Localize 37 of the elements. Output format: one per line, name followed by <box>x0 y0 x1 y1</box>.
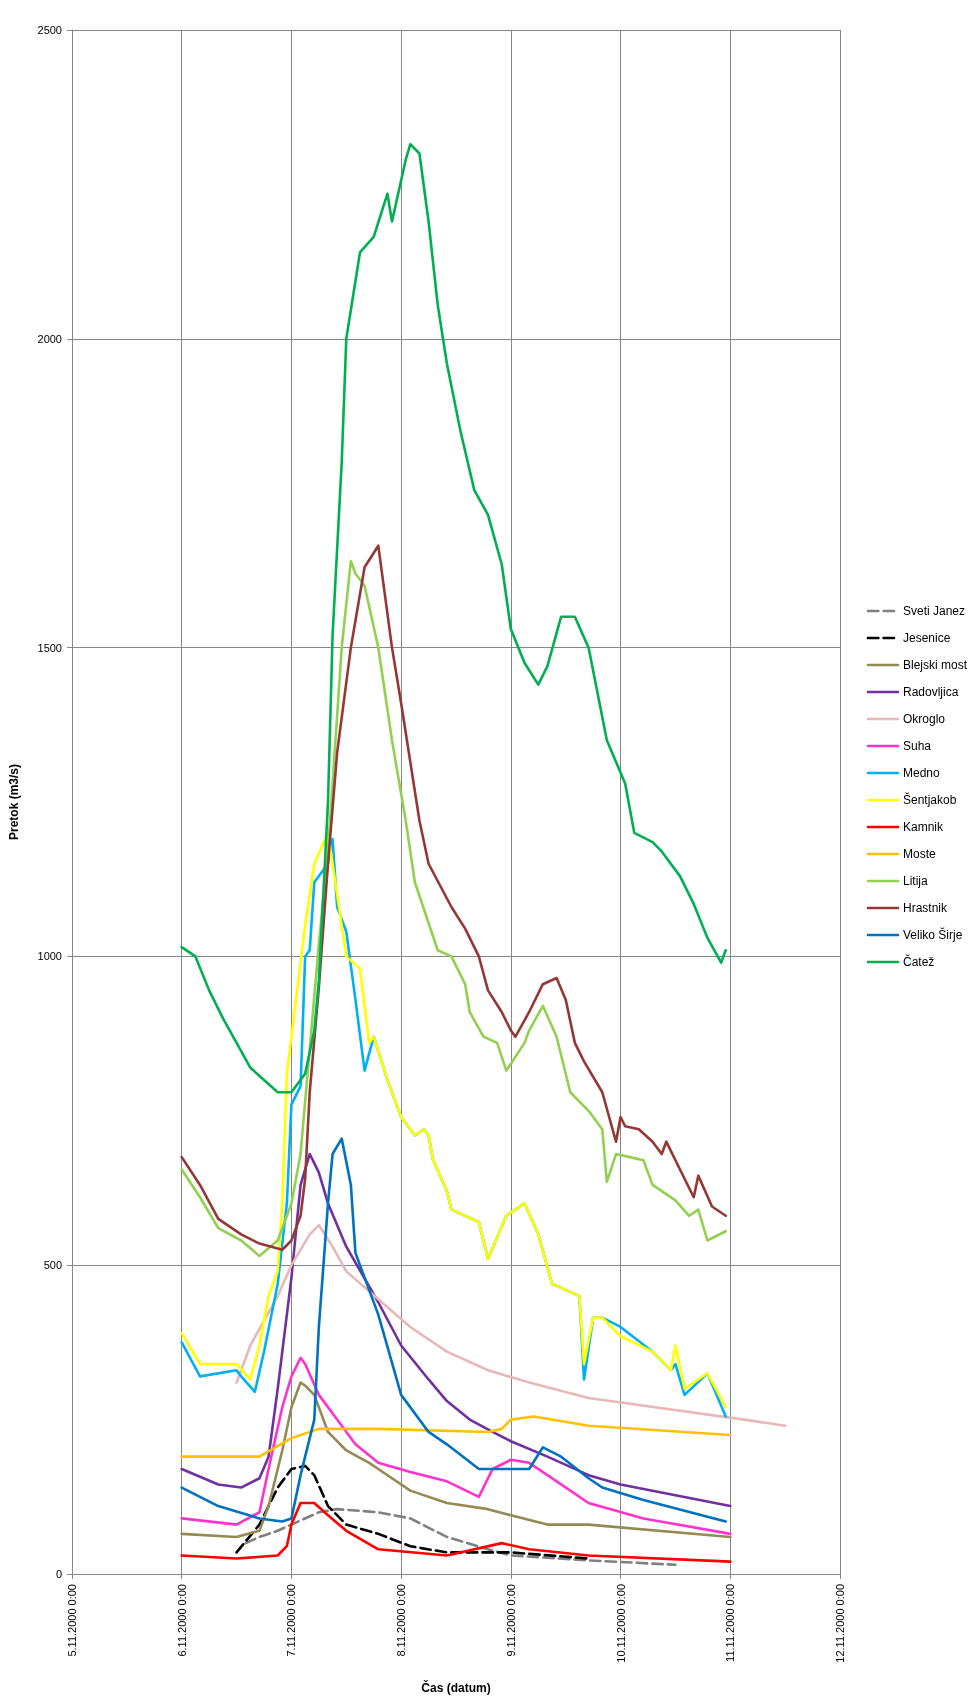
legend-label: Veliko Širje <box>902 927 963 942</box>
legend-label: Čatež <box>902 954 935 969</box>
x-tick-label: 5.11.2000 0:00 <box>66 1584 78 1657</box>
x-tick-label: 9.11.2000 0:00 <box>504 1584 517 1657</box>
legend-label: Suha <box>902 739 932 753</box>
y-tick-label: 1500 <box>37 641 62 654</box>
x-axis-title: Čas (datum) <box>421 1680 491 1695</box>
legend-label: Kamnik <box>902 820 944 834</box>
y-axis-title: Pretok (m3/s) <box>7 763 21 841</box>
x-tick-label: 8.11.2000 0:00 <box>395 1584 408 1657</box>
legend-label: Hrastnik <box>902 901 948 915</box>
legend-label: Šentjakob <box>902 792 957 807</box>
x-tick-label: 6.11.2000 0:00 <box>175 1584 188 1657</box>
x-tick-label: 10.11.2000 0:00 <box>614 1584 627 1663</box>
legend-label: Moste <box>902 847 936 861</box>
x-tick-label: 11.11.2000 0:00 <box>724 1584 737 1662</box>
y-tick-label: 2500 <box>37 24 62 36</box>
line-series <box>180 1415 732 1458</box>
legend-label: Jesenice <box>902 631 951 645</box>
line-series <box>180 1501 732 1563</box>
y-tick-label: 500 <box>43 1259 62 1272</box>
legend-label: Blejski most <box>902 658 968 672</box>
legend-label: Radovljica <box>902 685 959 699</box>
legend-label: Litija <box>902 874 928 888</box>
line-series <box>180 142 728 1094</box>
line-series <box>180 1356 732 1536</box>
y-tick-label: 0 <box>55 1568 62 1580</box>
legend-label: Sveti Janez <box>902 604 966 618</box>
line-series <box>235 1464 590 1560</box>
x-tick-label: 12.11.2000 0:00 <box>834 1584 846 1663</box>
y-tick-label: 2000 <box>37 332 62 345</box>
legend-label: Okroglo <box>902 712 946 726</box>
line-series <box>180 1381 732 1539</box>
line-series <box>235 1223 787 1428</box>
legend-label: Medno <box>902 766 940 780</box>
y-tick-label: 1000 <box>37 950 62 963</box>
x-tick-label: 7.11.2000 0:00 <box>285 1584 298 1657</box>
